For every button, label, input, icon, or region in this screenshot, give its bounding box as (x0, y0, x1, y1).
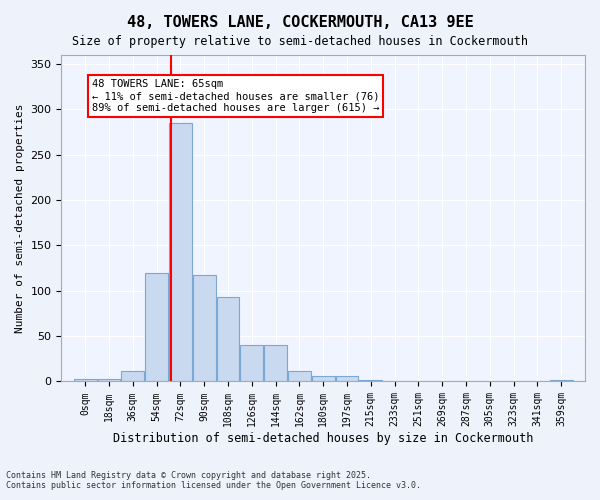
Bar (335, 376, 358, 382)
Bar (169, 123, 192, 382)
Text: 48 TOWERS LANE: 65sqm
← 11% of semi-detached houses are smaller (76)
89% of semi: 48 TOWERS LANE: 65sqm ← 11% of semi-deta… (92, 80, 379, 112)
Y-axis label: Number of semi-detached properties: Number of semi-detached properties (15, 104, 25, 333)
Bar (145, 272, 168, 382)
Bar (312, 376, 335, 382)
Bar (98, 379, 121, 382)
X-axis label: Distribution of semi-detached houses by size in Cockermouth: Distribution of semi-detached houses by … (113, 432, 533, 445)
Bar (264, 345, 287, 382)
Text: 48, TOWERS LANE, COCKERMOUTH, CA13 9EE: 48, TOWERS LANE, COCKERMOUTH, CA13 9EE (127, 15, 473, 30)
Bar (193, 276, 215, 382)
Bar (550, 380, 572, 382)
Bar (74, 379, 97, 382)
Bar (217, 297, 239, 382)
Bar (241, 345, 263, 382)
Text: Contains HM Land Registry data © Crown copyright and database right 2025.
Contai: Contains HM Land Registry data © Crown c… (6, 470, 421, 490)
Bar (288, 370, 311, 382)
Bar (359, 380, 382, 382)
Text: Size of property relative to semi-detached houses in Cockermouth: Size of property relative to semi-detach… (72, 35, 528, 48)
Bar (121, 372, 144, 382)
Bar (478, 380, 501, 382)
